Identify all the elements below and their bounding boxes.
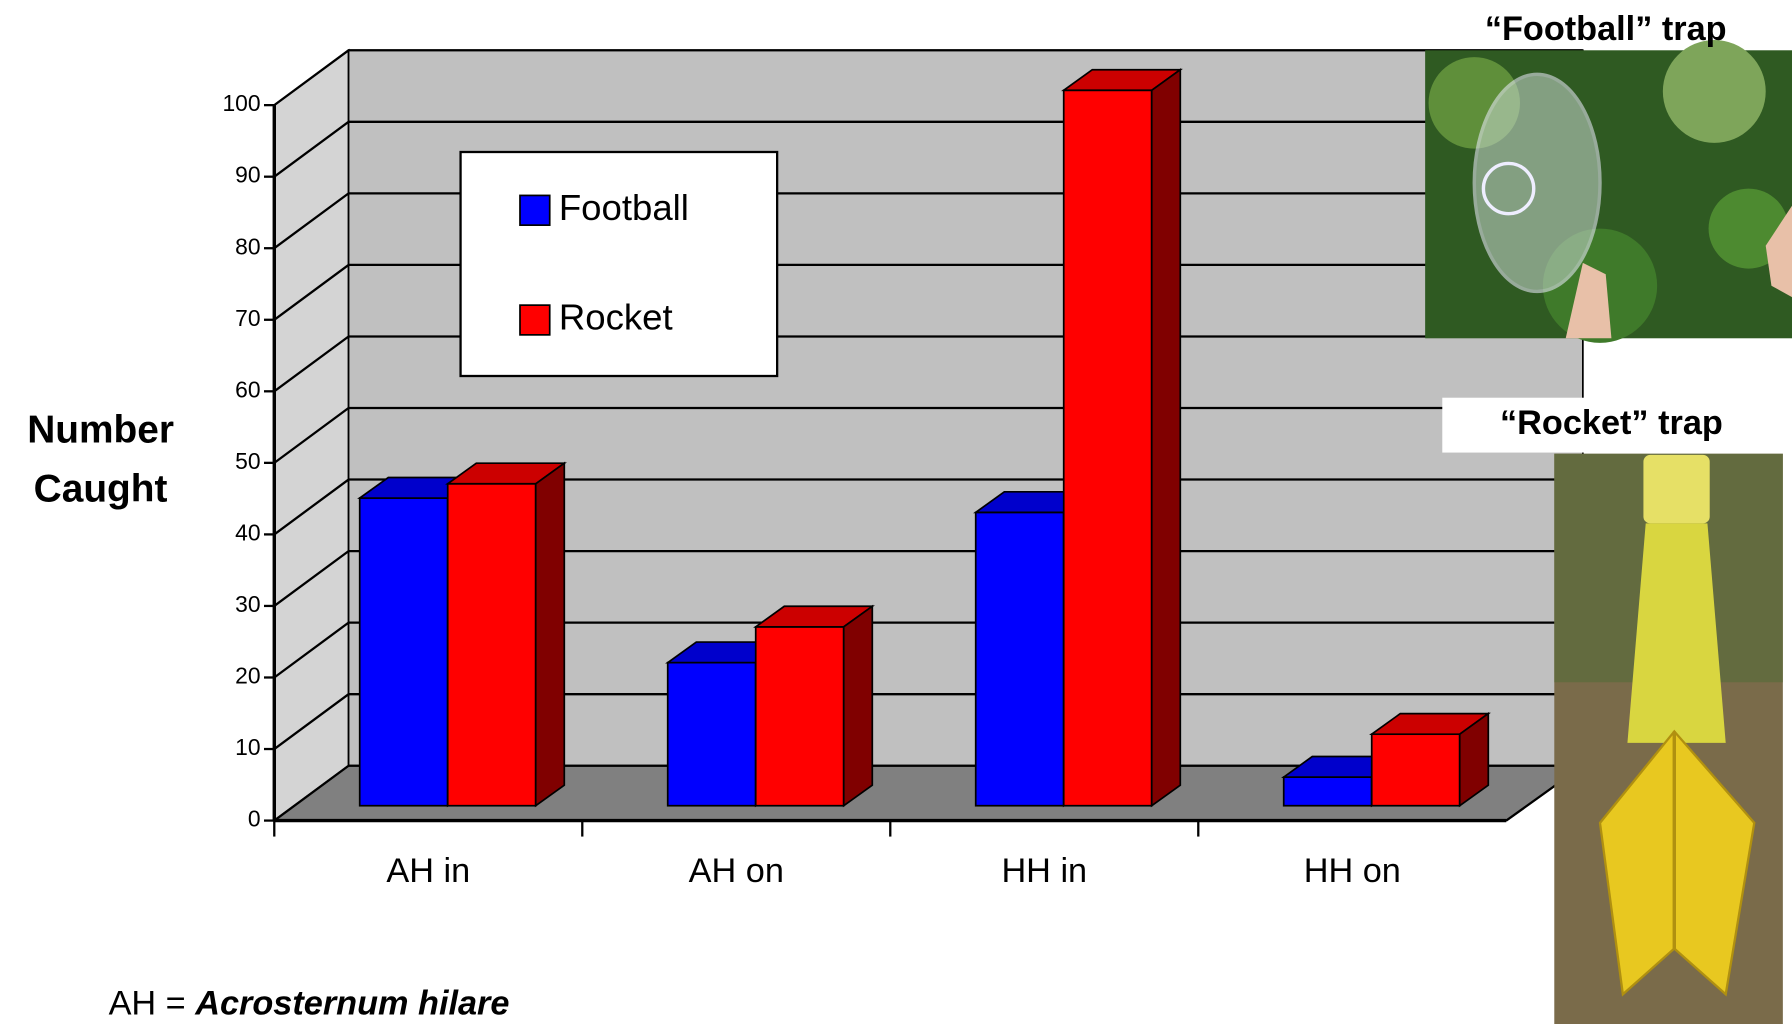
y-tick-label: 60 (235, 376, 260, 402)
legend: Football Rocket (459, 150, 779, 378)
bar-side (842, 604, 874, 808)
legend-swatch (519, 194, 551, 226)
bar-side (1458, 711, 1490, 808)
x-tick-label: HH in (1001, 852, 1087, 890)
y-tick-label: 10 (235, 734, 260, 760)
legend-label: Rocket (559, 297, 673, 338)
y-tick-label: 70 (235, 305, 260, 331)
y-tick-label: 30 (235, 591, 260, 617)
photo-caption: “Rocket” trap (1500, 404, 1723, 442)
footnote: AH = Acrosternum hilare (109, 985, 510, 1023)
y-tick-label: 80 (235, 233, 260, 259)
football-photo (1425, 40, 1792, 343)
rocket-photo (1554, 453, 1783, 1024)
bar-side (1150, 68, 1182, 808)
caption-bg (1442, 397, 1781, 453)
y-axis-label: Caught (34, 468, 168, 511)
bars (357, 68, 1491, 808)
bar (666, 661, 757, 807)
bar (974, 511, 1065, 807)
x-tick-label: HH on (1304, 852, 1401, 890)
grid-line (273, 49, 1583, 107)
y-axis-label: Number (27, 408, 174, 451)
y-tick-label: 90 (235, 162, 260, 188)
footnote-term: Acrosternum hilare (194, 985, 509, 1023)
y-tick-label: 0 (248, 806, 261, 832)
y-tick-label: 20 (235, 663, 260, 689)
legend-box (459, 150, 779, 378)
y-tick-label: 40 (235, 519, 260, 545)
legend-label: Football (559, 187, 689, 228)
bar (1370, 733, 1461, 807)
photo-caption: “Football” trap (1485, 10, 1727, 48)
bar (1282, 776, 1373, 807)
x-tick-label: AH in (386, 852, 470, 890)
y-tick-label: 100 (222, 90, 260, 116)
bar (446, 482, 537, 807)
bar (358, 497, 449, 807)
x-tick-label: AH on (689, 852, 784, 890)
bar-side (534, 461, 566, 808)
legend-swatch (519, 304, 551, 336)
footnote-prefix: AH = (109, 985, 186, 1023)
bar (754, 625, 845, 807)
bar (1062, 89, 1153, 807)
y-tick-label: 50 (235, 448, 260, 474)
